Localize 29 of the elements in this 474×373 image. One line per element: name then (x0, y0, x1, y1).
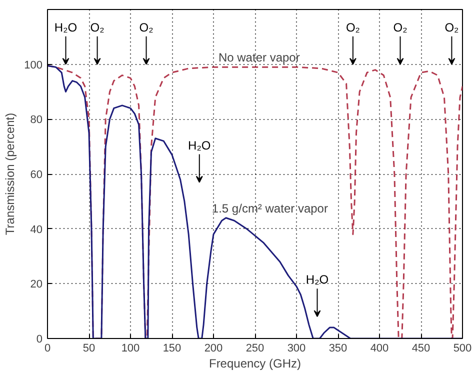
x-tick-label: 150 (162, 342, 182, 354)
annotation: O₂ (346, 20, 360, 34)
annotation: O₂ (444, 20, 460, 34)
annotation: H₂O (54, 20, 78, 34)
y-tick-label: 100 (24, 59, 43, 72)
x-tick-label: 250 (246, 342, 264, 354)
annotation: O₂ (90, 20, 105, 34)
y-axis-title: Transmission (percent) (3, 112, 18, 236)
y-tick-label: 80 (30, 114, 43, 126)
annotation: H₂O (306, 272, 329, 287)
x-tick-label: 400 (370, 342, 389, 354)
x-tick-label: 300 (287, 342, 306, 354)
x-tick-label: 450 (412, 342, 430, 354)
y-tick-label: 0 (36, 334, 43, 346)
x-tick-label: 500 (453, 342, 472, 354)
series-label: 1.5 g/cm² water vapor (212, 201, 328, 216)
x-tick-label: 0 (44, 342, 51, 354)
y-tick-label: 60 (30, 169, 43, 181)
x-axis-title: Frequency (GHz) (208, 356, 302, 370)
annotation: O₂ (139, 20, 154, 34)
x-tick-label: 200 (204, 342, 223, 354)
x-tick-label: 50 (82, 342, 96, 354)
y-tick-label: 40 (30, 224, 43, 236)
x-tick-label: 100 (121, 342, 140, 354)
annotation: O₂ (393, 20, 408, 34)
y-tick-label: 20 (30, 278, 43, 291)
annotation: H₂O (188, 138, 211, 152)
x-tick-label: 350 (328, 342, 348, 354)
series-label: No water vapor (218, 50, 300, 64)
